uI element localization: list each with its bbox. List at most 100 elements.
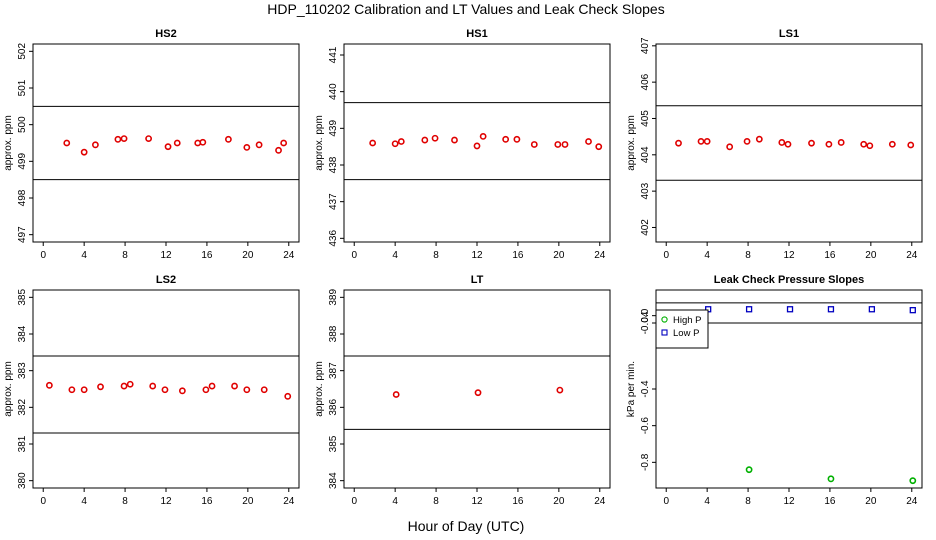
x-tick-label: 24	[594, 250, 606, 261]
y-axis-label: kPa per min.	[626, 361, 637, 417]
y-axis-label: approx. ppm	[3, 361, 14, 417]
figure-x-axis-label: Hour of Day (UTC)	[408, 518, 525, 534]
x-tick-label: 0	[351, 250, 357, 261]
panel-title: HS1	[466, 28, 487, 40]
x-tick-label: 16	[824, 496, 836, 507]
y-tick-label: 500	[17, 116, 28, 133]
data-point	[202, 386, 210, 394]
data-point	[675, 139, 682, 147]
y-tick-label: 439	[328, 120, 339, 137]
data-point	[126, 380, 134, 388]
data-point	[243, 143, 251, 151]
panel-3: LS1 approx. ppm 402 403 404 405 406 407 0 4 8 12 16 2…	[626, 28, 923, 261]
data-point	[114, 135, 122, 143]
data-point	[513, 135, 521, 143]
y-axis-label: approx. ppm	[3, 115, 14, 171]
data-point	[225, 135, 232, 143]
x-tick-label: 20	[553, 250, 565, 261]
data-point	[431, 134, 439, 142]
data-point	[451, 136, 458, 144]
data-point	[474, 389, 482, 397]
data-point	[145, 135, 153, 142]
data-point	[745, 466, 753, 474]
y-tick-label: 385	[17, 289, 28, 306]
x-tick-label: 0	[40, 496, 46, 507]
legend-marker	[661, 316, 668, 323]
y-tick-label: 404	[640, 146, 651, 163]
x-tick-label: 20	[865, 250, 877, 261]
data-point	[161, 386, 169, 394]
data-point	[255, 141, 263, 149]
data-point	[554, 141, 562, 148]
y-tick-label: -0.04	[640, 311, 651, 334]
data-point	[755, 135, 763, 143]
y-tick-label: 436	[328, 230, 339, 247]
data-point	[827, 475, 835, 483]
y-tick-label: 502	[17, 43, 28, 60]
panel-1: HS2 approx. ppm 497 498 499 500 501 502 0 4 8 12 16 2…	[3, 28, 300, 261]
y-tick-label: 441	[328, 46, 339, 63]
data-point	[909, 477, 917, 485]
x-tick-label: 16	[201, 496, 213, 507]
panels-group: HS2 approx. ppm 497 498 499 500 501 502 0 4 8 12 16 2…	[3, 28, 923, 507]
data-point	[888, 140, 896, 148]
data-point	[860, 140, 868, 148]
data-point	[260, 386, 268, 394]
y-tick-label: 499	[17, 153, 28, 170]
x-tick-label: 12	[160, 250, 172, 261]
data-point	[199, 138, 207, 146]
x-tick-label: 0	[663, 250, 669, 261]
x-tick-label: 4	[392, 250, 398, 261]
data-point	[280, 139, 288, 147]
x-tick-label: 12	[783, 250, 795, 261]
y-tick-label: 389	[328, 289, 339, 306]
data-point	[392, 391, 400, 398]
data-point	[92, 141, 99, 149]
y-tick-label: 406	[640, 73, 651, 90]
data-point	[585, 138, 592, 145]
x-tick-label: 4	[704, 250, 710, 261]
y-tick-label: 382	[17, 399, 28, 416]
x-tick-label: 16	[201, 250, 213, 261]
panel-frame	[655, 43, 923, 243]
x-tick-label: 0	[351, 496, 357, 507]
data-point	[421, 136, 429, 144]
y-axis-label: approx. ppm	[626, 115, 637, 171]
x-tick-label: 20	[865, 496, 877, 507]
data-point	[391, 140, 399, 148]
legend-box	[655, 309, 709, 349]
data-point	[243, 386, 251, 394]
data-point	[231, 382, 238, 390]
data-point	[866, 142, 874, 150]
x-tick-label: 4	[81, 250, 87, 261]
y-tick-label: 402	[640, 219, 651, 236]
y-tick-label: 386	[328, 399, 339, 416]
y-tick-label: 380	[17, 472, 28, 489]
data-point	[284, 392, 292, 400]
x-tick-label: 8	[122, 250, 128, 261]
x-tick-label: 8	[433, 496, 439, 507]
data-point	[786, 306, 794, 313]
y-tick-label: 388	[328, 325, 339, 342]
data-point	[784, 140, 792, 148]
x-tick-label: 24	[283, 250, 295, 261]
data-point	[120, 135, 128, 142]
x-tick-label: 24	[906, 250, 918, 261]
data-point	[275, 146, 282, 154]
y-tick-label: 438	[328, 156, 339, 173]
y-tick-label: 383	[17, 362, 28, 379]
panel-frame	[32, 289, 300, 489]
data-point	[80, 386, 88, 394]
x-tick-label: 4	[81, 496, 87, 507]
data-point	[745, 306, 753, 313]
y-tick-label: 437	[328, 193, 339, 210]
x-tick-label: 24	[594, 496, 606, 507]
x-tick-label: 4	[704, 496, 710, 507]
data-point	[868, 306, 876, 313]
panel-title: Leak Check Pressure Slopes	[714, 274, 864, 286]
y-tick-label: 405	[640, 110, 651, 127]
x-tick-label: 4	[392, 496, 398, 507]
data-point	[697, 137, 705, 145]
y-axis-label: approx. ppm	[314, 361, 325, 417]
y-tick-label: -0.6	[640, 417, 651, 435]
